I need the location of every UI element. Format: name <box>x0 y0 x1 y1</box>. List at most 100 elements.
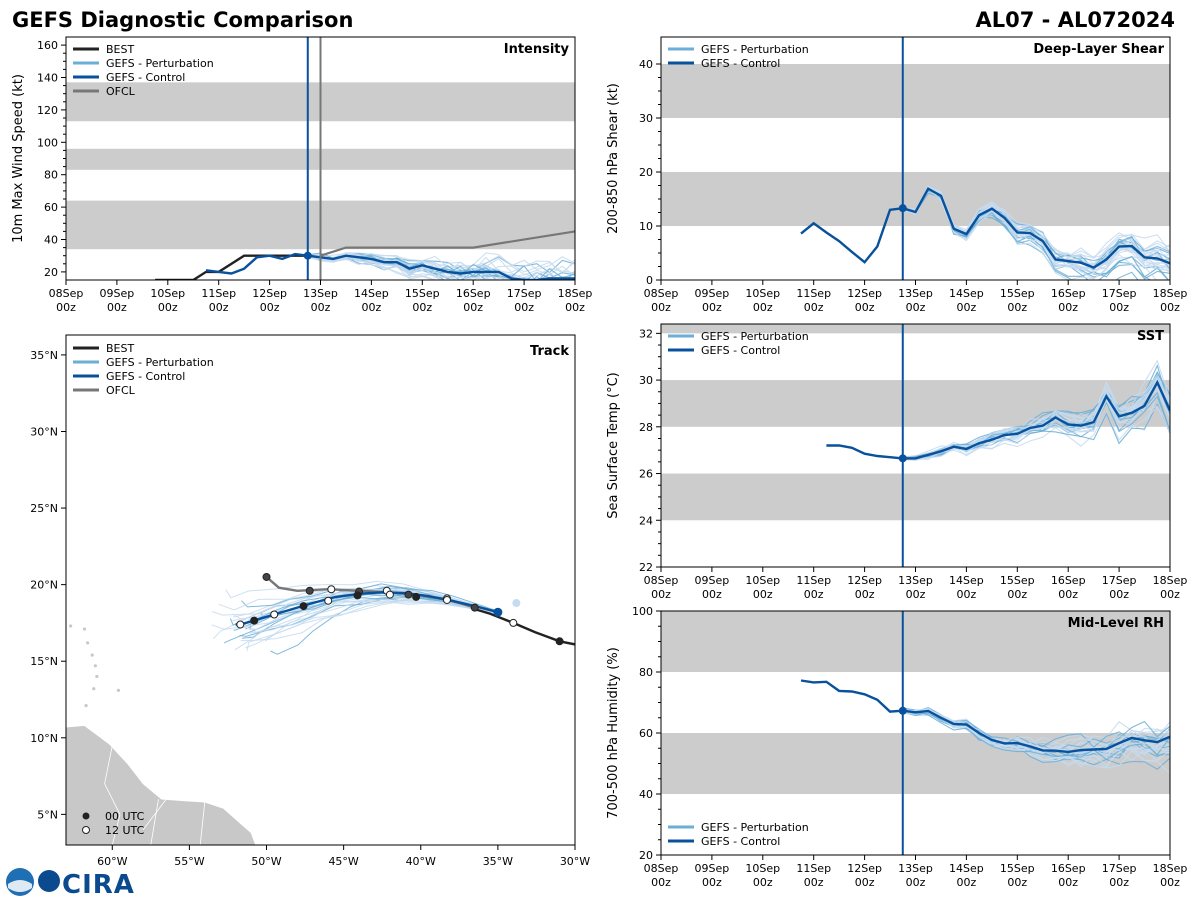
x-tick-day: 08Sep <box>644 862 679 875</box>
perturbation-track-line <box>245 598 499 649</box>
country-border <box>150 799 159 845</box>
x-tick-hour: 00z <box>1109 876 1129 889</box>
x-tick-day: 09Sep <box>695 574 730 587</box>
country-border <box>142 798 167 830</box>
island <box>82 627 87 631</box>
x-tick-day: 11Sep <box>796 574 831 587</box>
y-tick-label: 30°N <box>30 425 58 438</box>
x-tick-day: 18Sep <box>1153 862 1188 875</box>
legend-label: GEFS - Perturbation <box>106 356 214 369</box>
x-tick-label: 09Sep 00z <box>100 287 135 314</box>
x-tick-label: 12Sep 00z <box>847 574 882 601</box>
legend-label: GEFS - Control <box>106 71 185 84</box>
x-tick-hour: 00z <box>1007 588 1027 601</box>
x-tick-label: 08Sep 00z <box>644 287 679 314</box>
x-tick-hour: 00z <box>651 876 671 889</box>
x-tick-day: 17Sep <box>1102 862 1137 875</box>
x-tick-hour: 00z <box>56 301 76 314</box>
x-tick-label: 16Sep 00z <box>1051 574 1086 601</box>
globe-icon <box>38 870 60 892</box>
x-tick-label: 16Sep 00z <box>456 287 491 314</box>
x-tick-label: 14Sep 00z <box>354 287 389 314</box>
control-forecast-line <box>800 187 1170 269</box>
x-tick-day: 10Sep <box>150 287 185 300</box>
y-tick-label: 0 <box>646 274 653 287</box>
x-tick-hour: 00z <box>1109 588 1129 601</box>
x-tick-label: 11Sep 00z <box>796 574 831 601</box>
y-tick-label: 40 <box>44 234 58 247</box>
south-america-land <box>66 725 257 845</box>
legend-12z-label: 12 UTC <box>105 824 145 837</box>
x-tick-hour: 00z <box>804 588 824 601</box>
legend-label: OFCL <box>106 85 136 98</box>
x-tick-label: 18Sep 00z <box>558 287 593 314</box>
x-tick-label: 18Sep 00z <box>1153 287 1188 314</box>
x-tick-hour: 00z <box>158 301 178 314</box>
ofcl-00z-marker <box>404 590 413 599</box>
y-tick-label: 40 <box>639 58 653 71</box>
island <box>116 688 121 692</box>
country-border <box>199 802 206 845</box>
island <box>95 674 99 679</box>
x-tick-day: 17Sep <box>1102 574 1137 587</box>
track-plot-area <box>66 572 575 845</box>
control-init-point <box>898 204 907 213</box>
perturbation-member-line <box>307 252 575 274</box>
x-tick-label: 17Sep 00z <box>1102 574 1137 601</box>
x-tick-day: 16Sep <box>1051 287 1086 300</box>
noaa-wave-icon <box>8 880 32 892</box>
island <box>84 704 88 708</box>
y-axis-label: 200-850 hPa Shear (kt) <box>606 83 621 234</box>
x-tick-hour: 00z <box>1160 588 1180 601</box>
perturbation-member-line <box>307 253 552 280</box>
ensemble-init-marker <box>512 599 521 608</box>
control-00z-marker <box>250 616 259 625</box>
control-init-point <box>303 251 312 260</box>
x-tick-day: 18Sep <box>1153 287 1188 300</box>
x-tick-label: 10Sep 00z <box>745 574 780 601</box>
sst-plot-area <box>661 324 1170 521</box>
x-tick-label: 08Sep 00z <box>644 574 679 601</box>
x-tick-hour: 00z <box>906 588 926 601</box>
x-tick-day: 16Sep <box>456 287 491 300</box>
x-tick-day: 13Sep <box>898 574 933 587</box>
panel-title: SST <box>1137 329 1164 344</box>
plot-frame <box>660 323 1171 568</box>
legend-label: BEST <box>106 342 134 355</box>
x-tick-hour: 00z <box>753 301 773 314</box>
x-tick-hour: 00z <box>362 301 382 314</box>
x-tick-label: 15Sep 00z <box>1000 287 1035 314</box>
x-tick-label: 09Sep 00z <box>695 574 730 601</box>
x-tick-hour: 00z <box>855 588 875 601</box>
x-tick-hour: 00z <box>311 301 331 314</box>
control-init-point <box>898 706 907 715</box>
y-axis-label: 700-500 hPa Humidity (%) <box>606 647 621 819</box>
x-tick-day: 17Sep <box>507 287 542 300</box>
x-tick-hour: 00z <box>1160 876 1180 889</box>
island <box>90 653 94 657</box>
storm-id: AL07 - AL072024 <box>976 8 1176 32</box>
shear-plot-area <box>661 64 1170 280</box>
threshold-band <box>661 64 1170 118</box>
control-12z-marker <box>324 596 333 605</box>
x-tick-hour: 00z <box>906 301 926 314</box>
x-tick-day: 13Sep <box>898 862 933 875</box>
y-tick-label: 25°N <box>30 502 58 515</box>
perturbation-member-line <box>902 711 1170 761</box>
x-tick-day: 15Sep <box>405 287 440 300</box>
legend-label: OFCL <box>106 384 136 397</box>
x-tick-label: 15Sep 00z <box>1000 862 1035 889</box>
best-00z-marker <box>555 637 564 646</box>
control-00z-marker <box>353 591 362 600</box>
x-tick-hour: 00z <box>957 876 977 889</box>
x-tick-hour: 00z <box>702 876 722 889</box>
y-tick-label: 20 <box>639 849 653 862</box>
x-tick-label: 11Sep 00z <box>796 862 831 889</box>
y-tick-label: 60 <box>44 201 58 214</box>
control-init-marker <box>493 607 503 617</box>
x-tick-label: 60°W <box>97 855 127 868</box>
y-tick-label: 28 <box>639 421 653 434</box>
x-tick-hour: 00z <box>1058 876 1078 889</box>
y-tick-label: 100 <box>37 136 58 149</box>
